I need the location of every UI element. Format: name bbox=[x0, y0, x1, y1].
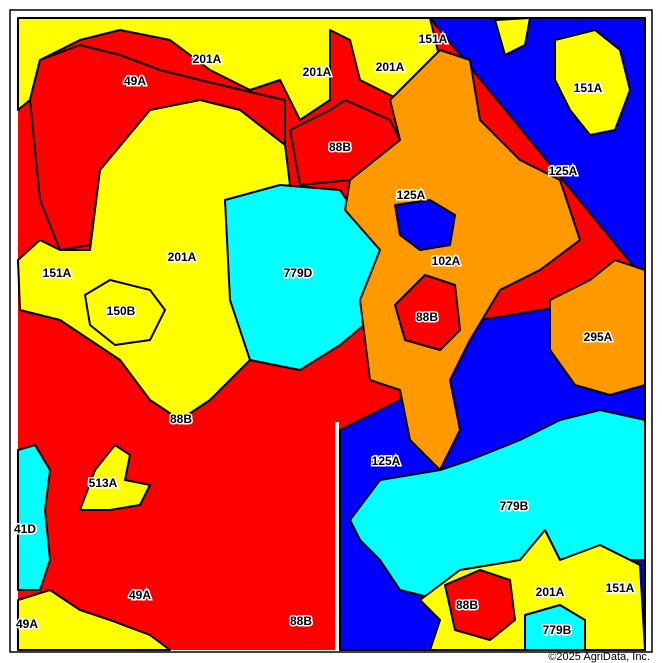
soil-label: 201A bbox=[376, 60, 405, 74]
soil-label: 102A bbox=[432, 254, 461, 268]
soil-label: 88B bbox=[290, 614, 312, 628]
region-41d bbox=[18, 445, 50, 590]
soil-label: 49A bbox=[124, 74, 146, 88]
soil-label: 779B bbox=[500, 499, 529, 513]
soil-label: 779D bbox=[284, 266, 313, 280]
soil-label: 201A bbox=[168, 250, 197, 264]
soil-label: 513A bbox=[89, 476, 118, 490]
soil-label: 88B bbox=[170, 412, 192, 426]
copyright: ©2025 AgriData, Inc. bbox=[548, 651, 650, 663]
soil-label: 151A bbox=[419, 32, 448, 46]
soil-label: 295A bbox=[584, 330, 613, 344]
soil-label: 88B bbox=[329, 140, 351, 154]
soil-label: 201A bbox=[303, 65, 332, 79]
soil-label: 49A bbox=[129, 588, 151, 602]
soil-label: 49A bbox=[16, 617, 38, 631]
soil-label: 41D bbox=[14, 522, 36, 536]
soil-label: 151A bbox=[574, 81, 603, 95]
soil-label: 125A bbox=[397, 188, 426, 202]
soil-map: 201A 49A 201A 201A 151A 151A 88B 125A 12… bbox=[0, 0, 662, 663]
soil-label: 125A bbox=[549, 164, 578, 178]
soil-label: 88B bbox=[416, 310, 438, 324]
soil-label: 779B bbox=[543, 623, 572, 637]
soil-label: 201A bbox=[536, 585, 565, 599]
soil-regions bbox=[18, 18, 645, 650]
soil-label: 150B bbox=[107, 304, 136, 318]
soil-label: 125A bbox=[372, 454, 401, 468]
soil-label: 151A bbox=[606, 581, 635, 595]
soil-label: 88B bbox=[456, 598, 478, 612]
soil-label: 201A bbox=[193, 52, 222, 66]
soil-label: 151A bbox=[43, 266, 72, 280]
